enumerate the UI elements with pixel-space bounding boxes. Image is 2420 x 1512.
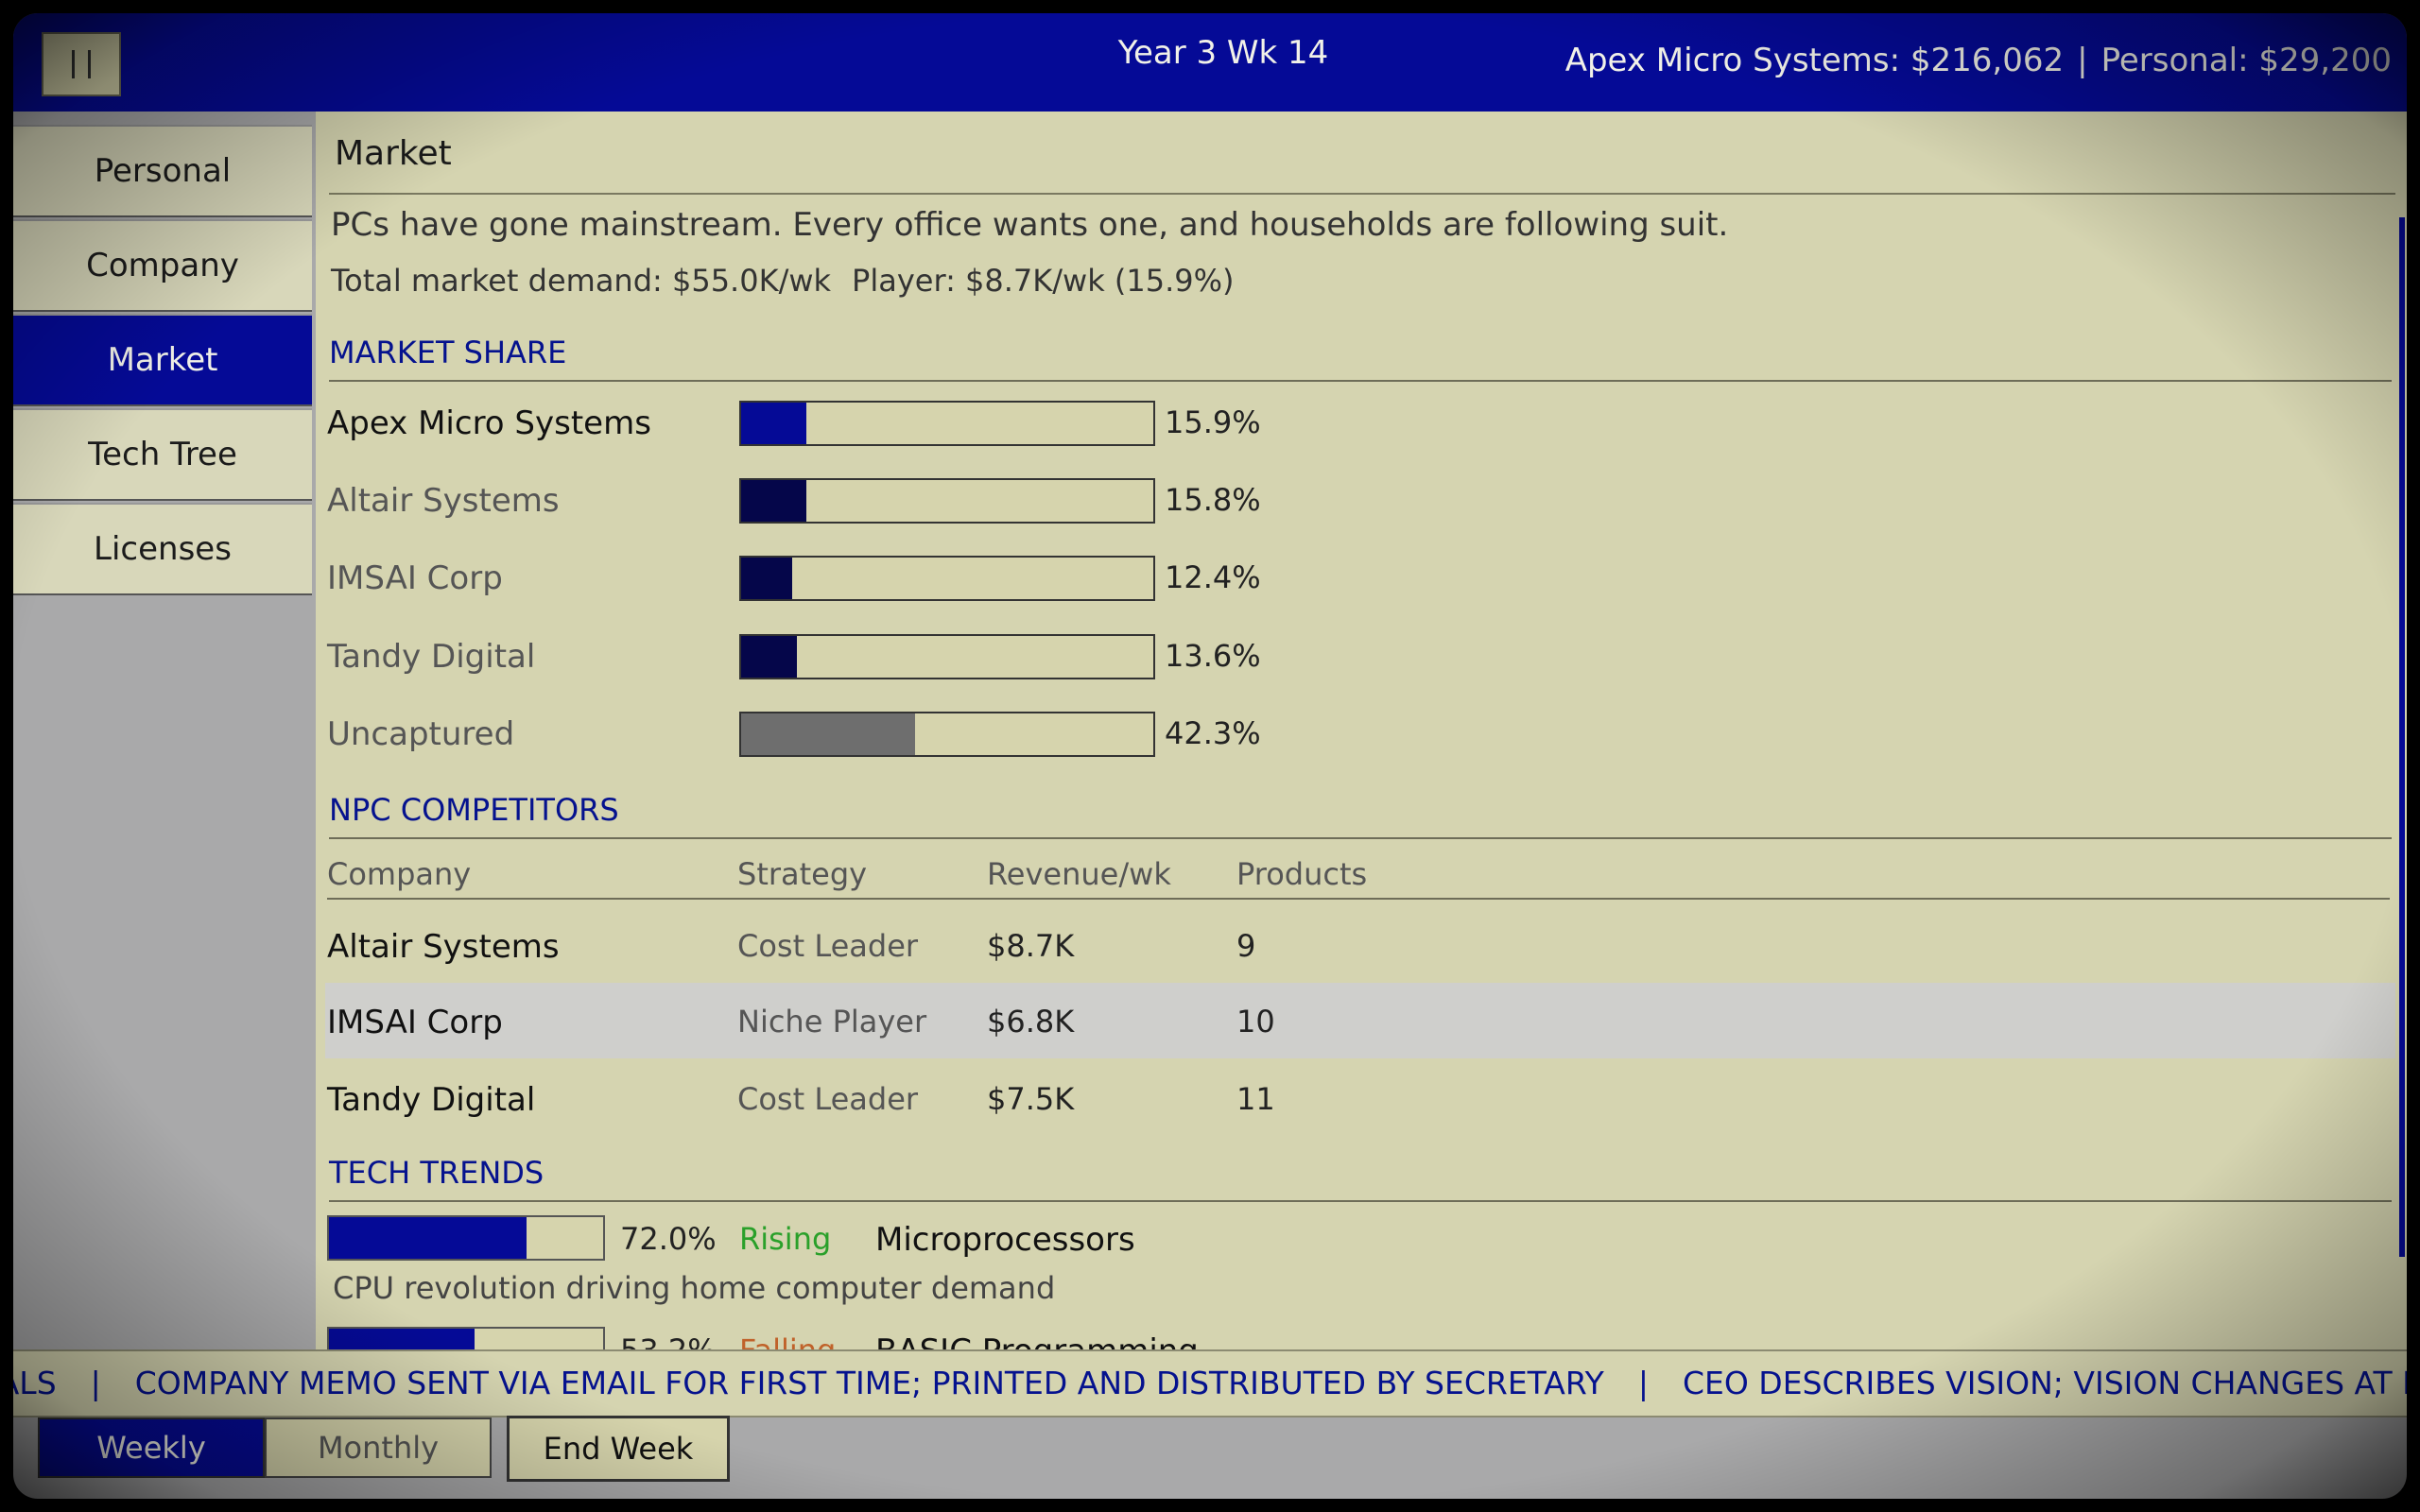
- share-bar-fill: [741, 403, 807, 444]
- trend-percent: 72.0%: [620, 1221, 717, 1257]
- section-divider: [329, 1200, 2392, 1202]
- game-date: Year 3 Wk 14: [1117, 34, 1329, 72]
- share-label: IMSAI Corp: [327, 559, 503, 597]
- end-week-button[interactable]: End Week: [507, 1416, 730, 1482]
- table-row[interactable]: IMSAI Corp Niche Player $6.8K 10: [325, 983, 2395, 1058]
- section-divider: [329, 380, 2392, 382]
- news-ticker-text: IALS | COMPANY MEMO SENT VIA EMAIL FOR FIR…: [13, 1365, 2407, 1401]
- trend-row: 72.0% Rising Microprocessors: [327, 1210, 2218, 1266]
- competitor-company: Tandy Digital: [327, 1081, 536, 1119]
- competitor-company: IMSAI Corp: [327, 1004, 503, 1041]
- share-label: Tandy Digital: [327, 638, 536, 676]
- demand-summary: Total market demand: $55.0K/wk Player: $8…: [331, 263, 1235, 299]
- competitor-company: Altair Systems: [327, 928, 560, 966]
- funds-display: Apex Micro Systems: $216,062 | Personal: $…: [1565, 42, 2392, 79]
- column-header-products: Products: [1236, 856, 1368, 892]
- competitor-revenue: $8.7K: [987, 928, 1075, 964]
- scrollbar[interactable]: [2399, 217, 2405, 1257]
- ticker-item: IALS: [13, 1365, 57, 1401]
- share-label: Altair Systems: [327, 482, 560, 520]
- competitor-products: 10: [1236, 1004, 1275, 1040]
- ticker-item: CEO DESCRIBES VISION; VISION CHANGES AT …: [1682, 1365, 2407, 1401]
- competitor-strategy: Cost Leader: [737, 928, 919, 964]
- share-bar-fill: [741, 713, 916, 755]
- share-percent: 15.9%: [1165, 404, 1261, 440]
- funds-separator: |: [2077, 42, 2088, 79]
- table-header-divider: [327, 898, 2390, 900]
- monthly-toggle[interactable]: Monthly: [265, 1418, 492, 1478]
- trend-name: Microprocessors: [875, 1221, 1135, 1259]
- bottom-controls: Weekly Monthly End Week: [38, 1416, 983, 1484]
- market-panel[interactable]: Market PCs have gone mainstream. Every o…: [316, 112, 2407, 1355]
- share-bar: [739, 712, 1155, 757]
- personal-funds: Personal: $29,200: [2100, 42, 2392, 79]
- share-row: Tandy Digital 13.6%: [327, 628, 1272, 685]
- ticker-item: COMPANY MEMO SENT VIA EMAIL FOR FIRST TI…: [134, 1365, 1604, 1401]
- competitor-revenue: $6.8K: [987, 1004, 1075, 1040]
- pause-icon: [72, 50, 91, 78]
- table-row[interactable]: Tandy Digital Cost Leader $7.5K 11: [325, 1060, 2395, 1136]
- market-description: PCs have gone mainstream. Every office w…: [331, 206, 1729, 244]
- share-bar-fill: [741, 558, 793, 599]
- share-bar: [739, 634, 1155, 679]
- share-bar-fill: [741, 480, 806, 522]
- sidebar-item-company[interactable]: Company: [13, 219, 312, 312]
- share-label: Uncaptured: [327, 715, 515, 753]
- competitor-strategy: Cost Leader: [737, 1081, 919, 1117]
- trend-bar-fill: [329, 1217, 527, 1259]
- trend-status: Rising: [739, 1221, 832, 1257]
- share-bar: [739, 478, 1155, 524]
- title-divider: [329, 193, 2395, 195]
- top-bar: Year 3 Wk 14 Apex Micro Systems: $216,06…: [13, 13, 2407, 112]
- share-row: Apex Micro Systems 15.9%: [327, 395, 1272, 452]
- company-funds: Apex Micro Systems: $216,062: [1564, 42, 2065, 79]
- ticker-separator: |: [1637, 1365, 1649, 1401]
- share-percent: 13.6%: [1165, 638, 1261, 674]
- weekly-toggle[interactable]: Weekly: [38, 1418, 265, 1478]
- ticker-separator: |: [90, 1365, 101, 1401]
- share-row: Altair Systems 15.8%: [327, 472, 1272, 529]
- share-percent: 42.3%: [1165, 715, 1261, 751]
- sidebar-item-personal[interactable]: Personal: [13, 125, 312, 217]
- sidebar-item-tech-tree[interactable]: Tech Tree: [13, 408, 312, 501]
- pause-menu-button[interactable]: [42, 32, 121, 96]
- section-divider: [329, 837, 2392, 839]
- tech-trends-heading: TECH TRENDS: [329, 1155, 544, 1191]
- page-title: Market: [335, 134, 452, 173]
- npc-competitors-heading: NPC COMPETITORS: [329, 792, 619, 828]
- column-header-revenue: Revenue/wk: [987, 856, 1171, 892]
- sidebar-item-market[interactable]: Market: [13, 314, 312, 406]
- game-screen: Year 3 Wk 14 Apex Micro Systems: $216,06…: [13, 13, 2407, 1499]
- total-demand: Total market demand: $55.0K/wk: [331, 263, 832, 299]
- share-label: Apex Micro Systems: [327, 404, 651, 442]
- sidebar: Personal Company Market Tech Tree Licens…: [13, 125, 312, 597]
- competitor-revenue: $7.5K: [987, 1081, 1075, 1117]
- column-header-company: Company: [327, 856, 472, 892]
- share-percent: 15.8%: [1165, 482, 1261, 518]
- share-row: IMSAI Corp 12.4%: [327, 550, 1272, 607]
- news-ticker: IALS | COMPANY MEMO SENT VIA EMAIL FOR FIR…: [13, 1349, 2407, 1418]
- share-bar: [739, 556, 1155, 601]
- market-share-heading: MARKET SHARE: [329, 335, 567, 370]
- column-header-strategy: Strategy: [737, 856, 868, 892]
- share-bar-fill: [741, 636, 798, 678]
- competitor-products: 9: [1236, 928, 1256, 964]
- table-row[interactable]: Altair Systems Cost Leader $8.7K 9: [325, 907, 2395, 983]
- competitor-products: 11: [1236, 1081, 1275, 1117]
- share-row: Uncaptured 42.3%: [327, 706, 1272, 763]
- sidebar-item-licenses[interactable]: Licenses: [13, 503, 312, 595]
- trend-description: CPU revolution driving home computer dem…: [333, 1270, 1056, 1306]
- competitors-table-header: Company Strategy Revenue/wk Products: [316, 847, 2395, 903]
- share-percent: 12.4%: [1165, 559, 1261, 595]
- competitor-strategy: Niche Player: [737, 1004, 927, 1040]
- trend-bar: [327, 1215, 605, 1261]
- share-bar: [739, 401, 1155, 446]
- player-demand: Player: $8.7K/wk (15.9%): [852, 263, 1235, 299]
